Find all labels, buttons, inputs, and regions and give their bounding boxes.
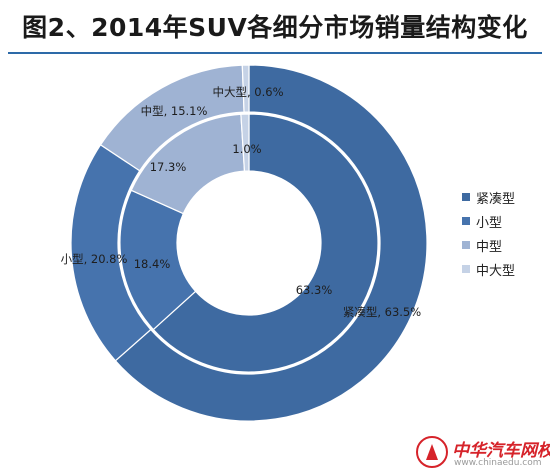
inner-slice-中大型 bbox=[240, 113, 250, 172]
legend-item: 中大型 bbox=[462, 260, 546, 279]
watermark: 中华汽车网校 www.chinaedu.com bbox=[416, 436, 550, 472]
legend-swatch bbox=[462, 265, 470, 273]
legend-label: 中大型 bbox=[476, 263, 516, 279]
inner-ring bbox=[119, 113, 379, 373]
watermark-text: 中华汽车网校 bbox=[452, 441, 550, 461]
legend-item: 小型 bbox=[462, 212, 546, 231]
outer-data-label: 中型, 15.1% bbox=[141, 104, 208, 118]
inner-slice-紧凑型 bbox=[152, 113, 379, 373]
title-underline bbox=[8, 52, 542, 54]
chart-title: 图2、2014年SUV各细分市场销量结构变化 bbox=[22, 13, 528, 42]
outer-slice-紧凑型 bbox=[114, 64, 428, 422]
legend: 紧凑型 小型 中型 中大型 bbox=[462, 188, 546, 284]
legend-swatch bbox=[462, 193, 470, 201]
legend-swatch bbox=[462, 217, 470, 225]
outer-ring bbox=[70, 64, 428, 422]
watermark-url: www.chinaedu.com bbox=[454, 458, 542, 468]
outer-slice-中大型 bbox=[241, 64, 250, 113]
legend-item: 中型 bbox=[462, 236, 546, 255]
inner-data-label: 17.3% bbox=[150, 160, 187, 174]
inner-data-label: 18.4% bbox=[134, 257, 171, 271]
outer-data-label: 紧凑型, 63.5% bbox=[343, 305, 421, 319]
inner-data-label: 1.0% bbox=[232, 142, 261, 156]
legend-swatch bbox=[462, 241, 470, 249]
legend-label: 紧凑型 bbox=[476, 191, 516, 207]
legend-label: 中型 bbox=[476, 239, 503, 255]
outer-data-label: 中大型, 0.6% bbox=[212, 85, 283, 99]
inner-data-label: 63.3% bbox=[296, 283, 333, 297]
legend-item: 紧凑型 bbox=[462, 188, 546, 207]
watermark-logo-icon bbox=[416, 436, 448, 468]
legend-label: 小型 bbox=[476, 215, 503, 231]
data-labels: 紧凑型, 63.5% 小型, 20.8% 中型, 15.1% 中大型, 0.6% 63.… bbox=[61, 85, 422, 319]
outer-data-label: 小型, 20.8% bbox=[61, 252, 128, 266]
